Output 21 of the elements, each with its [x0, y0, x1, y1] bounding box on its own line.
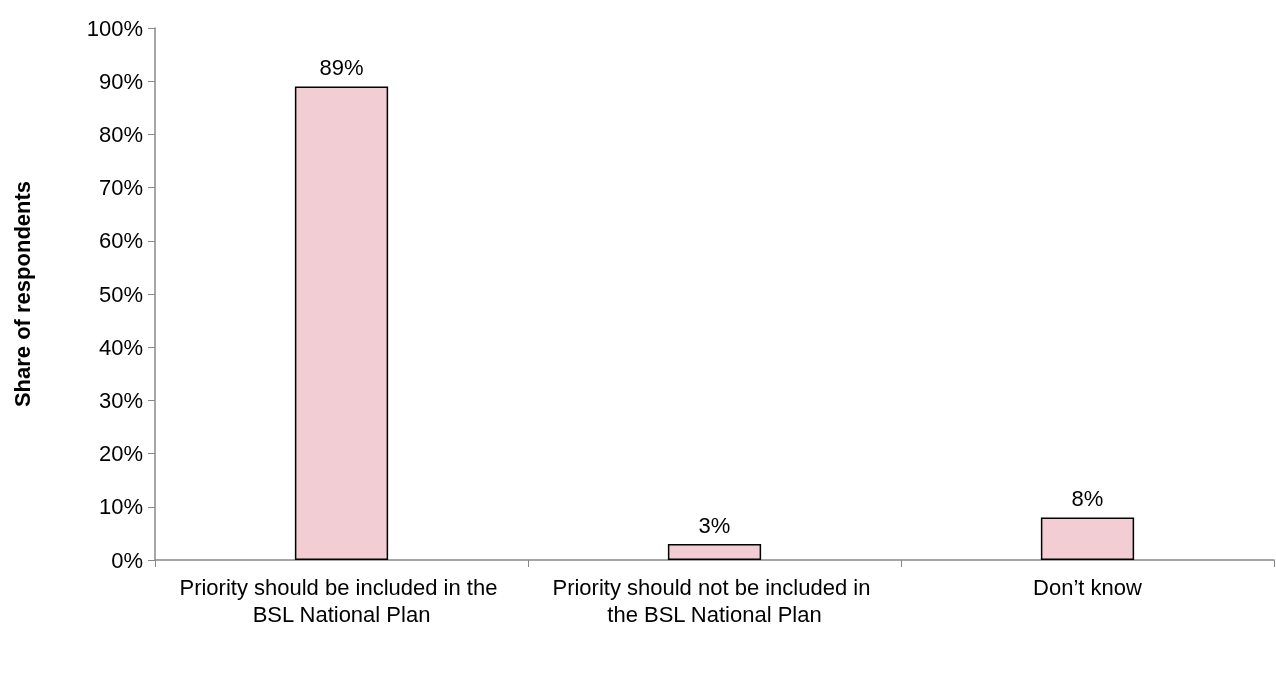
bar [667, 544, 762, 560]
data-label: 89% [319, 55, 364, 81]
x-tick-label: Priority should be included in the BSL National Plan [179, 575, 504, 627]
y-tick-label: 80% [98, 121, 143, 147]
x-tick-label: Priority should not be included in the BSL National Plan [552, 575, 877, 627]
y-tick-label: 60% [98, 228, 143, 254]
y-axis-title: Share of respondents [9, 180, 35, 408]
data-label: 3% [698, 512, 731, 538]
bar [294, 86, 389, 560]
y-tick-label: 50% [98, 281, 143, 307]
y-tick-label: 0% [111, 547, 143, 573]
data-label: 8% [1071, 485, 1104, 511]
y-tick-label: 40% [98, 334, 143, 360]
y-tick-label: 90% [98, 68, 143, 94]
bar [1040, 517, 1135, 560]
y-tick-label: 10% [98, 494, 143, 520]
y-tick-label: 100% [86, 15, 143, 41]
y-tick-label: 30% [98, 387, 143, 413]
x-tick-label: Don’t know [1033, 575, 1143, 600]
y-tick-label: 20% [98, 441, 143, 467]
y-tick-label: 70% [98, 175, 143, 201]
